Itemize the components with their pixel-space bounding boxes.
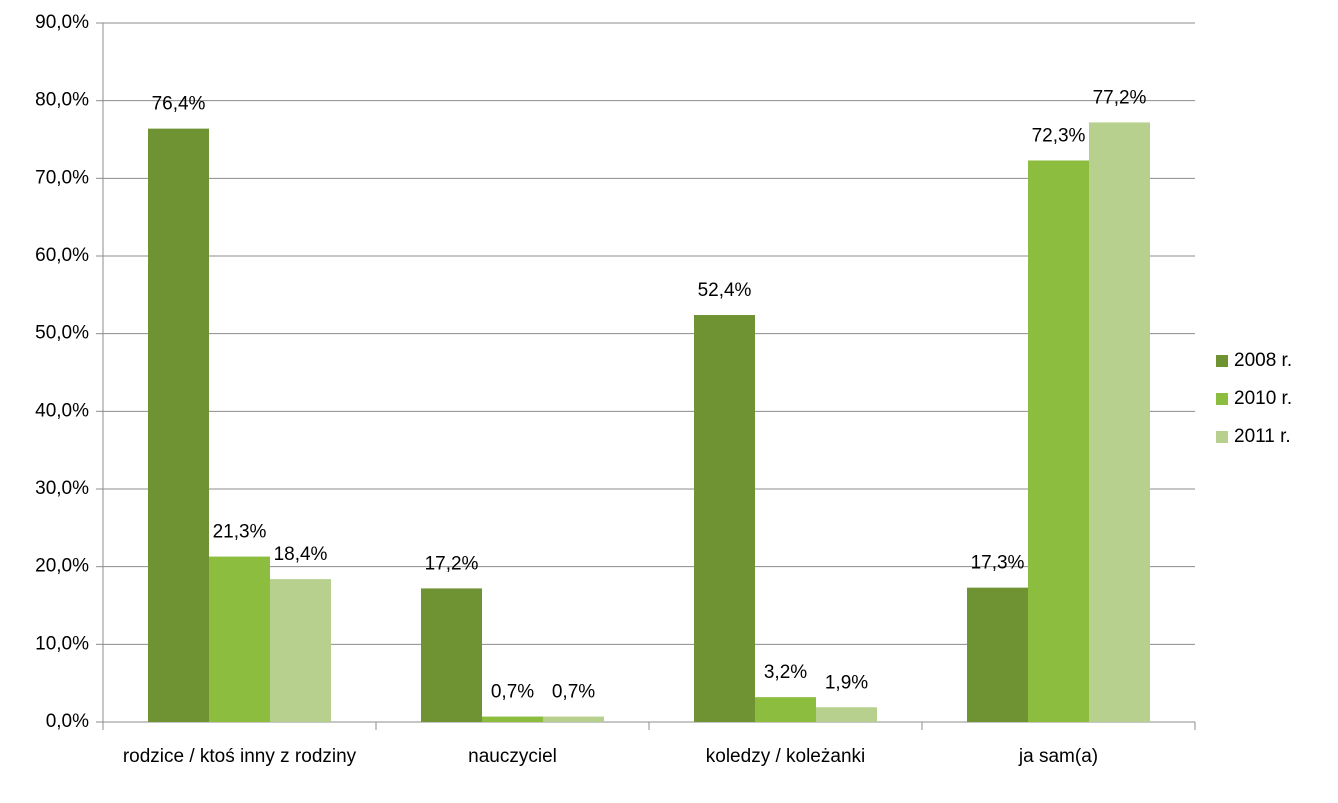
legend-swatch: [1216, 393, 1228, 405]
bar: [967, 587, 1028, 722]
legend-swatch: [1216, 355, 1228, 367]
data-label: 72,3%: [1032, 125, 1086, 146]
data-label: 77,2%: [1093, 87, 1147, 108]
data-label: 17,3%: [971, 553, 1025, 574]
legend-label: 2011 r.: [1234, 426, 1291, 447]
data-label: 17,2%: [425, 553, 479, 574]
y-tick-label: 20,0%: [35, 556, 89, 577]
y-tick-label: 10,0%: [35, 633, 89, 654]
data-label: 1,9%: [825, 672, 868, 693]
x-tick-label: nauczyciel: [468, 746, 557, 767]
data-label: 3,2%: [764, 662, 807, 683]
y-tick-label: 90,0%: [35, 12, 89, 33]
bar: [209, 556, 270, 722]
legend-label: 2008 r.: [1234, 350, 1292, 371]
data-label: 52,4%: [698, 280, 752, 301]
bar: [270, 579, 331, 722]
bar: [148, 128, 209, 723]
bar: [543, 716, 604, 722]
legend-swatch: [1216, 431, 1228, 443]
y-tick-label: 0,0%: [46, 711, 89, 732]
x-tick-label: koledzy / koleżanki: [705, 746, 866, 767]
bar: [1089, 122, 1150, 722]
bar: [816, 707, 877, 722]
y-tick-label: 30,0%: [35, 478, 89, 499]
legend-label: 2010 r.: [1234, 388, 1292, 409]
bar: [755, 697, 816, 722]
data-label: 0,7%: [552, 682, 595, 703]
y-tick-label: 40,0%: [35, 400, 89, 421]
bar: [1028, 160, 1089, 723]
y-tick-label: 80,0%: [35, 90, 89, 111]
bar: [421, 588, 482, 722]
x-tick-label: ja sam(a): [1018, 746, 1099, 767]
data-label: 0,7%: [491, 682, 534, 703]
data-label: 76,4%: [152, 94, 206, 115]
bar: [694, 315, 755, 722]
bar: [482, 716, 543, 722]
y-tick-label: 60,0%: [35, 245, 89, 266]
data-label: 18,4%: [274, 544, 328, 565]
y-tick-label: 50,0%: [35, 323, 89, 344]
data-label: 21,3%: [213, 522, 267, 543]
x-tick-label: rodzice / ktoś inny z rodziny: [122, 746, 357, 767]
y-tick-label: 70,0%: [35, 167, 89, 188]
